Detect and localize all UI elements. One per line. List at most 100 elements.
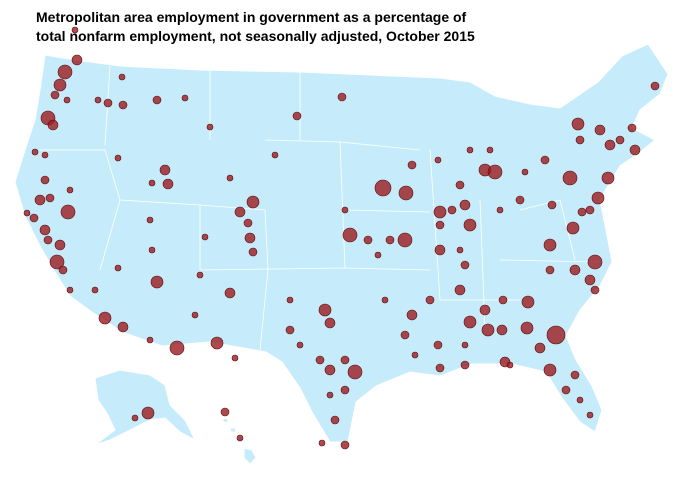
metro-bubble [246,195,260,209]
metro-bubble [566,221,580,235]
metro-bubble [71,26,79,34]
metro-bubble [340,440,350,450]
map-title: Metropolitan area employment in governme… [36,9,475,44]
metro-bubble [521,168,529,176]
metro-bubble [615,135,625,145]
metro-bubble [324,317,336,329]
metro-bubble [54,239,66,251]
metro-bubble [561,385,571,395]
metro-bubble [521,295,535,309]
metro-bubble [244,232,256,244]
metro-bubble [546,325,566,345]
metro-bubble [234,206,246,218]
metro-bubble [47,119,59,131]
metro-bubble [324,364,336,376]
metro-bubble [326,391,334,399]
metro-bubble [60,204,76,220]
metro-bubble [340,385,350,395]
metro-bubble [577,207,587,217]
metro-bubble [337,92,347,102]
metro-bubble [296,341,304,349]
metro-bubble [71,54,83,66]
metro-bubble [43,235,53,245]
metro-bubble [456,246,464,254]
metro-bubble [40,175,50,185]
metro-bubble [103,98,113,108]
metro-bubble [540,155,550,165]
metro-bubble [411,351,419,359]
metro-bubble [271,151,279,159]
metro-bubble [159,164,171,176]
metro-bubble [584,274,596,286]
metro-bubble [34,194,46,206]
metro-bubble [562,170,578,186]
metro-bubble [534,342,546,354]
metro-bubble [117,321,129,333]
metro-bubble [463,315,477,329]
metro-bubble [385,235,395,245]
metro-bubble [627,123,637,133]
metro-bubble [433,340,443,350]
metro-bubble [49,254,65,270]
metro-bubble [498,295,508,305]
metro-bubble [66,286,74,294]
metro-bubble [286,296,294,304]
metro-bubble [162,178,174,190]
metro-bubble [363,235,373,245]
metro-bubble [455,180,465,190]
metro-bubble [181,94,189,102]
metro-bubble [340,355,350,365]
metro-bubble [434,244,446,256]
metro-bubble [496,206,504,214]
metro-bubble [479,304,491,316]
metro-bubble [543,238,557,252]
metro-bubble [196,271,204,279]
metro-bubble [53,78,67,92]
metro-bubble [461,341,469,349]
metro-bubble [330,415,340,425]
metro-bubble [45,193,55,203]
metro-bubble [226,174,234,182]
metro-bubble [506,361,514,369]
metro-bubble [243,218,253,228]
metro-bubble [118,73,126,81]
metro-bubble [150,275,164,289]
metro-bubble [146,216,154,224]
metro-bubble [487,164,503,180]
metro-bubble [148,179,156,187]
metro-bubble [315,355,325,365]
metro-bubble [224,287,236,299]
metro-bubble [148,246,156,254]
metro-bubble [341,206,349,214]
metro-bubble [571,117,585,131]
metro-bubble [520,321,534,335]
metro-bubble [292,111,302,121]
metro-bubble [575,135,585,145]
metro-bubble [94,96,102,104]
metro-bubble [585,205,595,215]
metro-bubble [586,411,594,419]
metro-bubble [201,233,209,241]
metro-bubble [515,195,525,205]
metro-bubble [58,265,68,275]
metro-bubble [231,354,239,362]
metro-bubble [374,179,392,197]
metro-bubble [463,218,477,232]
metro-bubble [191,311,199,319]
metro-bubble [169,340,185,356]
metro-bubble [236,434,244,442]
metro-bubble [406,309,418,321]
metro-bubble [31,148,39,156]
metro-bubble [131,414,139,422]
metro-bubble [29,213,39,223]
metro-bubble [114,264,122,272]
metro-bubble [591,191,605,205]
metro-bubble [460,360,470,370]
metro-bubble [543,363,557,377]
metro-bubble [545,265,555,275]
metro-bubble [248,247,258,257]
metro-bubble [569,264,581,276]
metro-bubble [23,209,31,217]
metro-bubble [447,205,457,215]
